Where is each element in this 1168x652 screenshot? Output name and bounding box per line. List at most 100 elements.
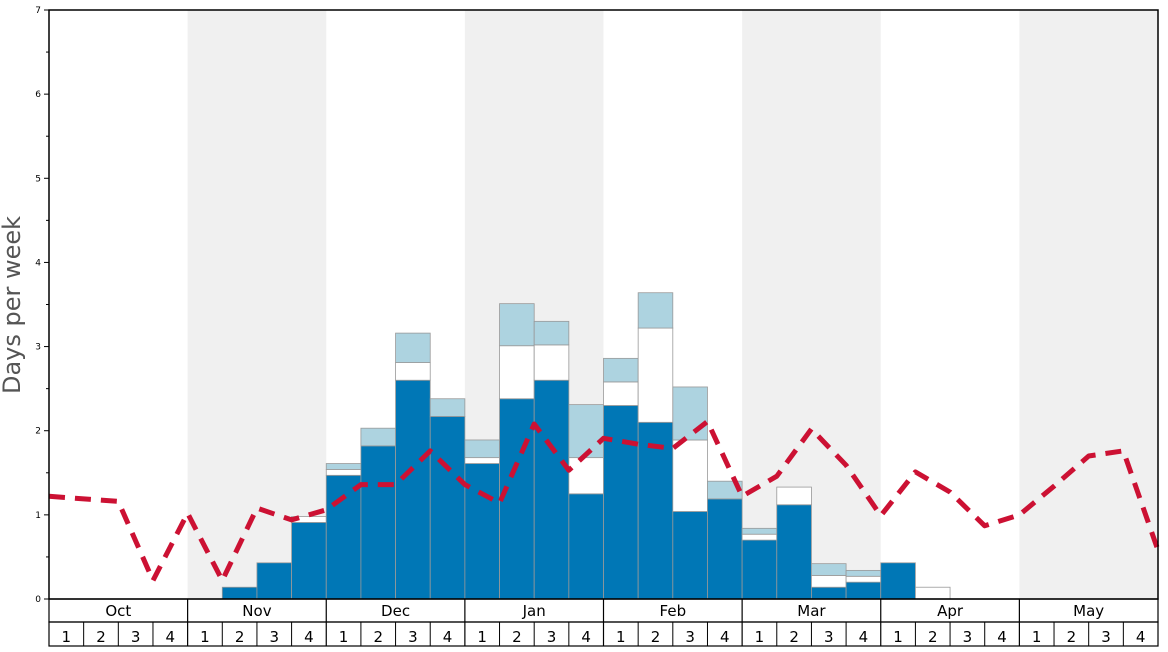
week-label: 3 [408, 628, 418, 646]
bar-dark [811, 586, 847, 600]
week-label: 3 [547, 628, 557, 646]
bar-light [707, 480, 743, 500]
bar-white [533, 344, 570, 381]
bar-white [325, 469, 362, 476]
week-label: 2 [1067, 628, 1077, 646]
week-label: 1 [893, 628, 903, 646]
bar-light [395, 332, 431, 363]
bar-dark [776, 504, 812, 600]
y-tick-label: 3 [35, 343, 41, 353]
bar-light [845, 569, 882, 577]
bar-dark [741, 539, 778, 600]
bar-white [811, 575, 847, 588]
bar-white [464, 457, 500, 464]
week-label: 4 [720, 628, 730, 646]
week-label: 2 [651, 628, 661, 646]
bar-white [637, 327, 674, 423]
bar-dark [395, 379, 431, 600]
month-label-jan: Jan [522, 602, 546, 620]
week-label: 4 [166, 628, 176, 646]
week-label: 1 [1032, 628, 1042, 646]
bar-dark [499, 398, 535, 600]
bar-light [533, 320, 570, 346]
bar-light [325, 463, 362, 470]
bar-light [360, 427, 396, 447]
week-label: 4 [859, 628, 869, 646]
bar-dark [325, 474, 362, 600]
bar-white [741, 533, 778, 541]
week-label: 3 [131, 628, 141, 646]
bar-dark [880, 562, 916, 600]
week-label: 3 [269, 628, 279, 646]
month-label-feb: Feb [660, 602, 687, 620]
month-label-apr: Apr [937, 602, 964, 620]
bar-dark [256, 562, 292, 600]
bar-white [603, 381, 639, 406]
bar-light [464, 439, 500, 459]
average-dashed-line [48, 419, 1161, 583]
bar-dark [291, 522, 327, 600]
bar-white [395, 362, 431, 381]
week-label: 1 [616, 628, 626, 646]
bar-dark [221, 586, 258, 600]
y-tick-label: 6 [35, 90, 41, 100]
week-label: 4 [997, 628, 1007, 646]
month-label-may: May [1073, 602, 1104, 620]
month-shade-nov [187, 10, 327, 599]
month-label-mar: Mar [797, 602, 826, 620]
bar-layer [221, 292, 951, 600]
y-tick-label: 4 [35, 258, 41, 268]
week-label: 2 [96, 628, 106, 646]
axis-layer: 0 1 2 3 4 5 6 7 Oct 1 2 3 4 Nov 1 2 3 4 Dec 1 2 3 4 Jan 1 2 3 4 Feb 1… [35, 6, 1159, 647]
y-tick-label: 1 [35, 511, 41, 521]
week-label: 3 [1101, 628, 1111, 646]
y-tick-label: 7 [35, 6, 41, 16]
week-label: 2 [373, 628, 383, 646]
bar-white [915, 586, 951, 600]
week-label: 1 [62, 628, 72, 646]
week-label: 4 [443, 628, 453, 646]
bar-dark [360, 445, 396, 600]
bar-light [637, 292, 674, 329]
week-label: 3 [963, 628, 973, 646]
month-label-nov: Nov [242, 602, 271, 620]
bar-dark [533, 379, 570, 600]
week-label: 2 [235, 628, 245, 646]
bar-dark [672, 511, 708, 600]
bar-dark [429, 416, 466, 600]
week-label: 1 [339, 628, 349, 646]
month-shade-may [1019, 10, 1158, 599]
bar-white [845, 575, 882, 583]
bar-dark [568, 493, 604, 600]
month-label-dec: Dec [381, 602, 410, 620]
y-tick-label: 2 [35, 427, 41, 437]
bar-light [672, 386, 708, 441]
week-label: 3 [685, 628, 695, 646]
bar-light [499, 303, 535, 347]
week-label: 3 [824, 628, 834, 646]
bar-light [603, 357, 639, 383]
line-layer [48, 419, 1161, 583]
week-label: 1 [477, 628, 487, 646]
bar-dark [603, 405, 639, 600]
bar-white [776, 486, 812, 506]
bar-white [568, 457, 604, 495]
y-tick-label: 0 [35, 595, 41, 605]
bar-white [672, 439, 708, 512]
bar-light [811, 563, 847, 576]
bar-white [499, 345, 535, 400]
bar-light [429, 398, 466, 417]
bar-dark [707, 498, 743, 600]
week-label: 4 [581, 628, 591, 646]
week-label: 2 [928, 628, 938, 646]
week-label: 1 [755, 628, 765, 646]
bar-light [741, 527, 778, 535]
month-label-oct: Oct [105, 602, 131, 620]
y-tick-label: 5 [35, 174, 41, 184]
week-label: 2 [512, 628, 522, 646]
week-label: 1 [200, 628, 210, 646]
bar-dark [845, 581, 882, 600]
week-label: 4 [304, 628, 314, 646]
bar-dark [464, 463, 500, 600]
